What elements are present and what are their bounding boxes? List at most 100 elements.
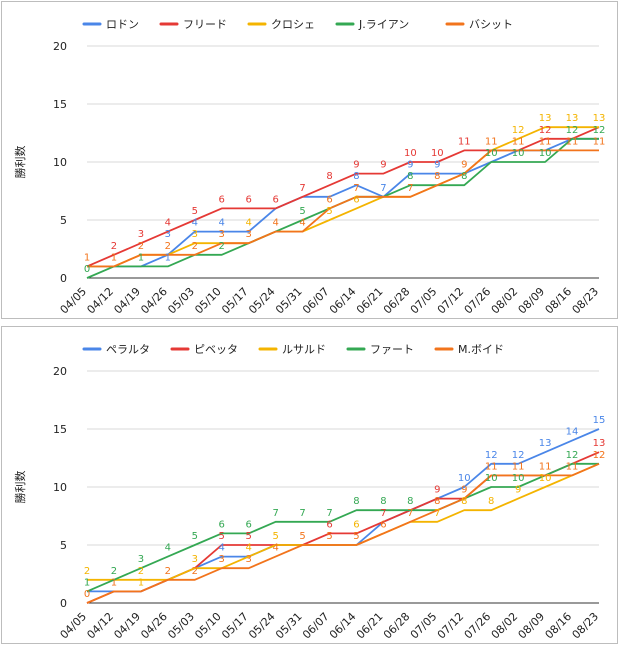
x-tick-label: 04/26 xyxy=(138,610,170,642)
data-label: 12 xyxy=(593,125,606,136)
data-label: 13 xyxy=(539,438,552,449)
data-label: 7 xyxy=(272,508,278,519)
x-tick-label: 07/05 xyxy=(408,610,440,642)
x-tick-label: 06/21 xyxy=(354,285,386,317)
data-label: 8 xyxy=(380,496,386,507)
data-label: 11 xyxy=(512,461,525,472)
chart-panel-bottom: 0 5 10 15 20 勝利数 04/05 04/12 04/19 04/26 05/03 05/1… xyxy=(1,326,618,644)
data-label: 2 xyxy=(192,566,198,577)
data-label: 8 xyxy=(326,171,332,182)
data-label: 10 xyxy=(539,148,552,159)
x-tick-label: 08/02 xyxy=(489,610,521,642)
chart-bottom: 05101520勝利数04/0504/1204/1904/2605/0305/1… xyxy=(13,343,606,642)
data-label: 11 xyxy=(485,461,498,472)
series-line-2 xyxy=(87,126,599,268)
x-tick-label: 08/02 xyxy=(489,285,521,317)
data-label: 14 xyxy=(566,427,579,438)
data-label: 5 xyxy=(299,531,305,542)
series-line-3 xyxy=(86,462,599,593)
data-label: 2 xyxy=(111,566,117,577)
data-label: 6 xyxy=(272,194,278,205)
series-line-4 xyxy=(86,462,600,604)
y-tick-label: 0 xyxy=(60,272,67,285)
data-label: 9 xyxy=(353,160,359,171)
data-label: 9 xyxy=(434,160,440,171)
data-label: 5 xyxy=(192,206,198,217)
data-label: 9 xyxy=(434,485,440,496)
data-label: 9 xyxy=(461,160,467,171)
x-tick-label: 04/26 xyxy=(138,285,170,317)
x-tick-label: 05/24 xyxy=(246,610,278,642)
x-tick-label: 06/28 xyxy=(381,285,413,317)
y-tick-label: 10 xyxy=(53,156,67,169)
legend-entry: ファート xyxy=(370,343,414,356)
x-tick-label: 05/03 xyxy=(165,610,197,642)
data-label: 2 xyxy=(165,241,171,252)
x-tick-label: 05/10 xyxy=(192,610,224,642)
data-label: 5 xyxy=(272,531,278,542)
data-label: 2 xyxy=(165,566,171,577)
x-tick-label: 04/05 xyxy=(58,285,90,317)
data-label: 1 xyxy=(111,577,117,588)
y-axis-label: 勝利数 xyxy=(13,471,27,504)
data-label: 13 xyxy=(593,438,606,449)
data-label: 8 xyxy=(461,171,467,182)
data-label: 11 xyxy=(566,461,579,472)
data-label: 2 xyxy=(111,241,117,252)
x-tick-label: 04/05 xyxy=(58,610,90,642)
data-label: 1 xyxy=(138,577,144,588)
y-tick-label: 5 xyxy=(60,539,67,552)
data-label: 7 xyxy=(380,508,386,519)
x-tick-label: 07/05 xyxy=(408,285,440,317)
data-label: 7 xyxy=(299,508,305,519)
y-tick-label: 20 xyxy=(53,40,67,53)
y-tick-label: 10 xyxy=(53,481,67,494)
data-label: 5 xyxy=(219,531,225,542)
data-label: 6 xyxy=(219,194,225,205)
data-label: 8 xyxy=(434,496,440,507)
data-label: 3 xyxy=(245,554,251,565)
x-tick-label: 04/12 xyxy=(84,610,116,642)
data-label: 3 xyxy=(138,229,144,240)
x-tick-label: 06/14 xyxy=(327,610,359,642)
data-label: 10 xyxy=(539,473,552,484)
data-label: 1 xyxy=(111,252,117,263)
x-tick-label: 05/03 xyxy=(165,285,197,317)
y-tick-label: 20 xyxy=(53,365,67,378)
data-label: 6 xyxy=(245,194,251,205)
data-label: 8 xyxy=(488,496,494,507)
data-label: 6 xyxy=(380,519,386,530)
data-label: 15 xyxy=(593,415,606,426)
data-label: 8 xyxy=(407,496,413,507)
data-label: 1 xyxy=(138,252,144,263)
data-label: 10 xyxy=(485,148,498,159)
legend-entry: ピベッタ xyxy=(194,343,238,356)
data-label: 7 xyxy=(407,508,413,519)
data-label: 11 xyxy=(458,136,471,147)
x-tick-label: 08/23 xyxy=(570,610,602,642)
x-tick-label: 04/19 xyxy=(111,285,143,317)
data-label: 5 xyxy=(299,206,305,217)
data-label: 12 xyxy=(566,125,579,136)
y-tick-label: 15 xyxy=(53,423,67,436)
data-label: 2 xyxy=(138,566,144,577)
data-label: 12 xyxy=(593,450,606,461)
data-label: 2 xyxy=(138,241,144,252)
data-label: 8 xyxy=(461,496,467,507)
data-label: 4 xyxy=(165,543,171,554)
series-line-0 xyxy=(87,137,599,268)
x-tick-label: 04/12 xyxy=(84,285,116,317)
data-label: 3 xyxy=(165,229,171,240)
x-tick-label: 05/17 xyxy=(219,285,251,317)
data-label: 3 xyxy=(219,229,225,240)
data-label: 4 xyxy=(192,218,198,229)
data-label: 4 xyxy=(245,218,251,229)
x-tick-label: 06/07 xyxy=(300,610,332,642)
data-label: 4 xyxy=(299,218,305,229)
data-label: 3 xyxy=(245,229,251,240)
data-label: 11 xyxy=(539,136,552,147)
legend-entry: フリード xyxy=(183,18,227,31)
data-label: 10 xyxy=(512,148,525,159)
x-tick-label: 08/23 xyxy=(570,285,602,317)
data-label: 7 xyxy=(407,183,413,194)
